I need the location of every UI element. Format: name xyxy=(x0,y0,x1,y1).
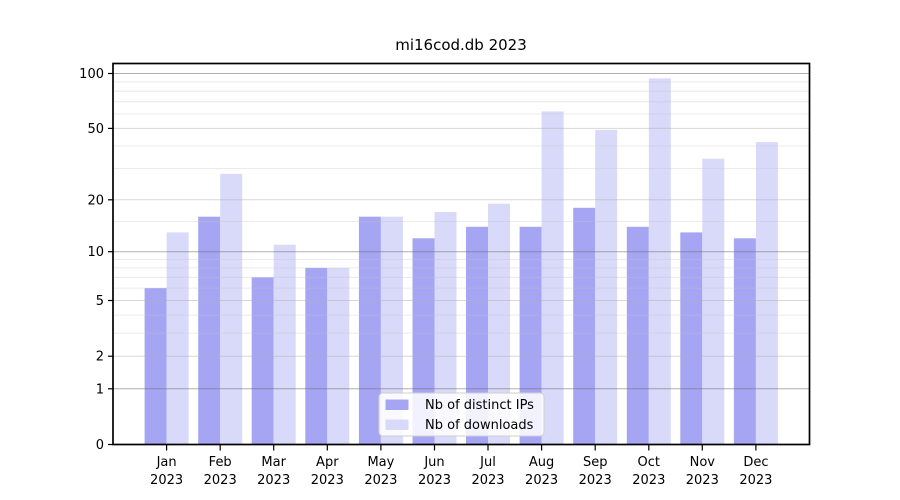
chart-title: mi16cod.db 2023 xyxy=(395,36,527,54)
bar-ips-nov xyxy=(680,232,703,445)
legend: Nb of distinct IPs Nb of downloads xyxy=(378,392,545,437)
x-axis: Jan 2023 Feb 2023 Mar 2023 Apr 2023 May 2023 Jun 20… xyxy=(150,444,772,488)
x-tick-label-month: Oct xyxy=(638,455,660,470)
x-tick-label-year: 2023 xyxy=(418,473,451,488)
legend-swatch-distinct-ips xyxy=(385,399,409,410)
x-tick-label-month: Jan xyxy=(156,455,177,470)
x-tick-label-month: Jul xyxy=(479,455,496,470)
bar-downloads-nov xyxy=(702,158,725,445)
y-axis: 0 1 2 5 10 20 50 100 xyxy=(79,67,113,453)
grid-layer xyxy=(113,73,810,390)
x-tick-label-year: 2023 xyxy=(311,473,344,488)
x-tick-label-month: Jun xyxy=(423,455,444,470)
x-tick-label-year: 2023 xyxy=(739,473,772,488)
bar-downloads-mar xyxy=(273,244,296,445)
y-tick-label: 0 xyxy=(96,438,104,453)
y-tick-label: 20 xyxy=(87,193,104,208)
bar-ips-dec xyxy=(733,238,756,445)
x-tick-label-year: 2023 xyxy=(471,473,504,488)
bar-downloads-jul xyxy=(488,203,510,445)
y-tick-label: 50 xyxy=(87,122,104,137)
bar-downloads-dec xyxy=(755,142,778,445)
y-tick-label: 5 xyxy=(96,294,104,309)
y-tick-label: 1 xyxy=(96,382,104,397)
x-tick-label-year: 2023 xyxy=(525,473,558,488)
y-tick-label: 10 xyxy=(87,245,104,260)
bar-ips-jul xyxy=(466,226,488,445)
bar-ips-sep xyxy=(573,207,596,445)
bar-ips-jan xyxy=(144,288,167,445)
x-tick-label-year: 2023 xyxy=(579,473,612,488)
legend-swatch-downloads xyxy=(385,419,409,430)
x-tick-label-month: Dec xyxy=(743,455,768,470)
bar-ips-oct xyxy=(626,226,649,445)
bar-downloads-feb xyxy=(220,173,243,445)
bar-ips-feb xyxy=(198,216,221,445)
bar-downloads-sep xyxy=(595,130,618,445)
bar-downloads-aug xyxy=(541,111,564,445)
x-tick-label-month: May xyxy=(367,455,394,470)
y-tick-label: 100 xyxy=(79,67,104,82)
bar-downloads-jan xyxy=(166,232,189,445)
bar-downloads-may xyxy=(380,216,403,445)
x-tick-label-year: 2023 xyxy=(257,473,290,488)
bar-ips-may xyxy=(358,216,381,445)
bar-ips-aug xyxy=(519,226,542,445)
x-tick-label-month: Nov xyxy=(690,455,716,470)
legend-label-distinct-ips: Nb of distinct IPs xyxy=(425,398,534,413)
bar-ips-mar xyxy=(251,277,274,445)
x-tick-label-year: 2023 xyxy=(632,473,665,488)
plot-border xyxy=(112,62,811,446)
x-tick-label-year: 2023 xyxy=(686,473,719,488)
bars-layer xyxy=(144,78,778,445)
x-tick-label-year: 2023 xyxy=(204,473,237,488)
x-tick-label-month: Sep xyxy=(583,455,608,470)
x-tick-label-year: 2023 xyxy=(364,473,397,488)
legend-label-downloads: Nb of downloads xyxy=(425,418,534,433)
x-tick-label-month: Feb xyxy=(209,455,232,470)
y-tick-label: 2 xyxy=(96,350,104,365)
x-tick-label-month: Mar xyxy=(261,455,286,470)
x-tick-label-year: 2023 xyxy=(150,473,183,488)
x-tick-label-month: Apr xyxy=(316,455,339,470)
x-tick-label-month: Aug xyxy=(529,455,554,470)
bar-downloads-oct xyxy=(648,78,671,445)
legend-box xyxy=(378,392,545,437)
bar-downloads-jun xyxy=(434,212,457,445)
